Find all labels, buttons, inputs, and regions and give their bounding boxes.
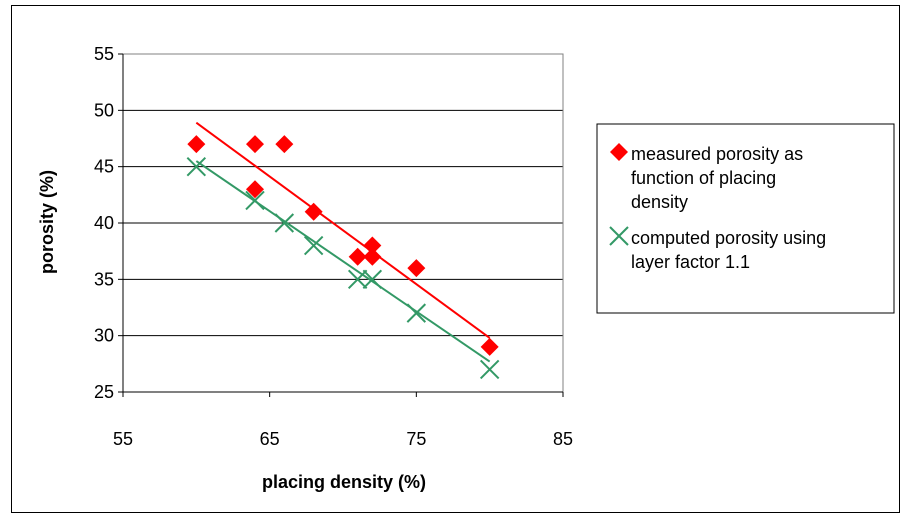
x-tick-label: 85 [553, 429, 573, 449]
y-axis-label: porosity (%) [37, 170, 57, 274]
x-marker-stroke [274, 213, 295, 233]
legend-label: measured porosity as [631, 144, 803, 164]
x-marker-stroke [347, 269, 368, 290]
x-marker-stroke [609, 226, 629, 246]
measured-point [304, 202, 323, 221]
legend-label: density [631, 192, 688, 212]
computed-point [303, 235, 324, 256]
measured-point [275, 135, 294, 154]
y-tick-labels: 25 30 35 40 45 50 55 [94, 44, 114, 402]
computed-trendline [195, 160, 491, 363]
y-tick-label: 35 [94, 269, 114, 289]
x-axis-label: placing density (%) [262, 472, 426, 492]
legend: measured porosity as function of placing d… [596, 123, 895, 314]
x-tick-labels: 55 65 75 85 [113, 429, 573, 449]
computed-point [347, 269, 368, 290]
measured-point [246, 135, 264, 154]
gridlines [123, 53, 563, 337]
x-tick-label: 65 [260, 429, 280, 449]
computed-point [479, 359, 500, 380]
measured-point [407, 259, 426, 278]
measured-trendline [195, 121, 491, 339]
x-marker-stroke [362, 269, 383, 290]
x-marker-stroke [186, 156, 207, 177]
x-tick-label: 75 [406, 429, 426, 449]
x-tick-label: 55 [113, 429, 133, 449]
legend-label: layer factor 1.1 [631, 252, 750, 272]
x-marker-stroke [303, 235, 324, 256]
measured-point [246, 180, 264, 199]
legend-diamond-marker [610, 143, 628, 161]
legend-box [596, 123, 895, 314]
legend-x-marker [609, 226, 629, 246]
y-tick-label: 45 [94, 157, 114, 177]
x-marker-stroke [406, 303, 427, 323]
computed-point [406, 303, 427, 323]
measured-point [480, 337, 499, 356]
data-markers [186, 135, 500, 380]
measured-point [187, 135, 206, 154]
computed-point [274, 213, 295, 233]
measured-point [363, 236, 382, 255]
computed-point [186, 156, 207, 177]
y-tick-label: 40 [94, 213, 114, 233]
y-tick-label: 50 [94, 100, 114, 120]
y-tick-label: 25 [94, 382, 114, 402]
y-tick-label: 30 [94, 326, 114, 346]
plot-area [118, 53, 564, 397]
x-marker-stroke [245, 190, 265, 211]
trendlines [195, 121, 491, 363]
measured-point [348, 247, 367, 266]
y-tick-label: 55 [94, 44, 114, 64]
computed-point [245, 190, 265, 211]
measured-point [363, 247, 382, 266]
legend-label: function of placing [631, 168, 776, 188]
computed-point [362, 269, 383, 290]
legend-label: computed porosity using [631, 228, 826, 248]
x-marker-stroke [479, 359, 500, 380]
